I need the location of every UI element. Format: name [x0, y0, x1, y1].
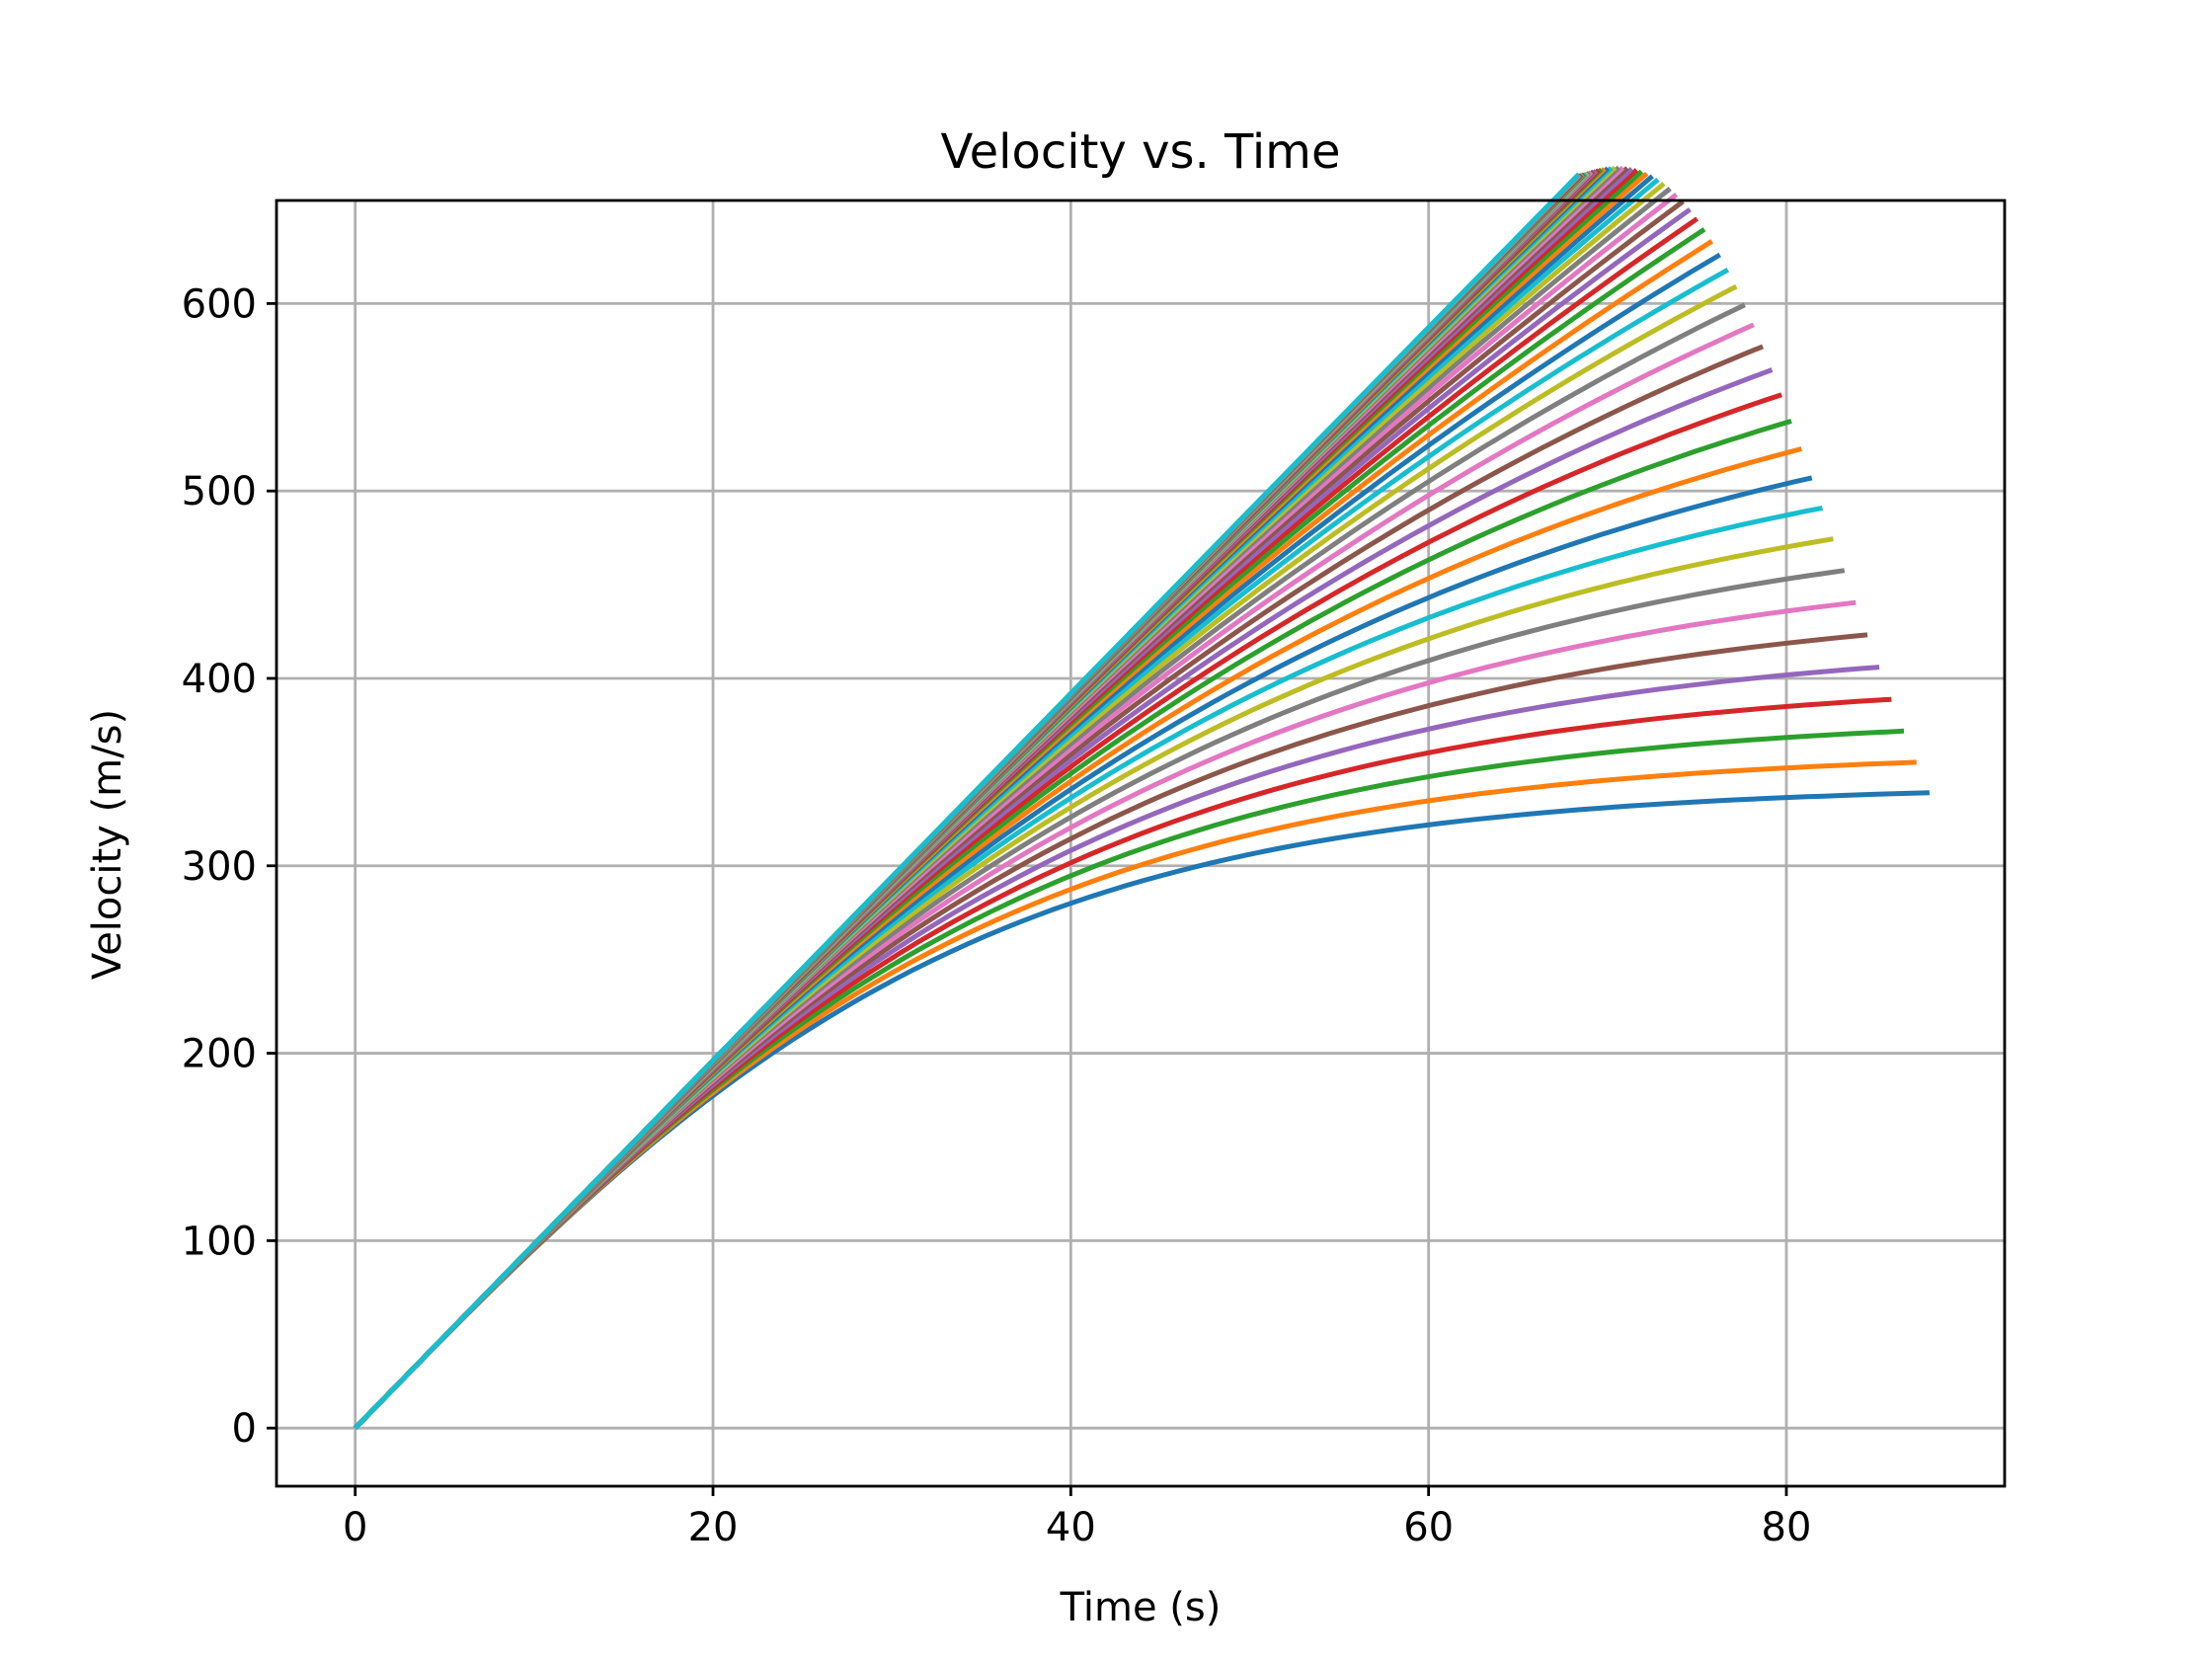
x-tick-label: 80 — [1762, 1505, 1812, 1550]
y-axis-label: Velocity (m/s) — [85, 709, 130, 980]
axis-ticks: 0 20 40 60 80 0 100 200 300 400 500 600 — [182, 281, 1812, 1550]
y-tick-label: 400 — [182, 657, 257, 702]
x-tick-label: 0 — [343, 1505, 367, 1550]
y-tick-label: 300 — [182, 844, 257, 890]
x-axis-label: Time (s) — [1060, 1585, 1222, 1630]
plot-frame — [275, 198, 2007, 1488]
y-tick-label: 600 — [182, 281, 257, 327]
x-tick-label: 40 — [1046, 1505, 1096, 1550]
y-tick-label: 0 — [232, 1406, 257, 1452]
plot-area-background — [276, 200, 2005, 1486]
y-tick-label: 100 — [182, 1219, 257, 1264]
y-tick-label: 500 — [182, 469, 257, 514]
x-tick-label: 20 — [688, 1505, 739, 1550]
chart-title: Velocity vs. Time — [941, 124, 1341, 180]
velocity-curves — [353, 165, 1930, 1430]
x-tick-label: 60 — [1403, 1505, 1454, 1550]
velocity-curve — [353, 172, 1581, 1430]
y-tick-label: 200 — [182, 1032, 257, 1077]
